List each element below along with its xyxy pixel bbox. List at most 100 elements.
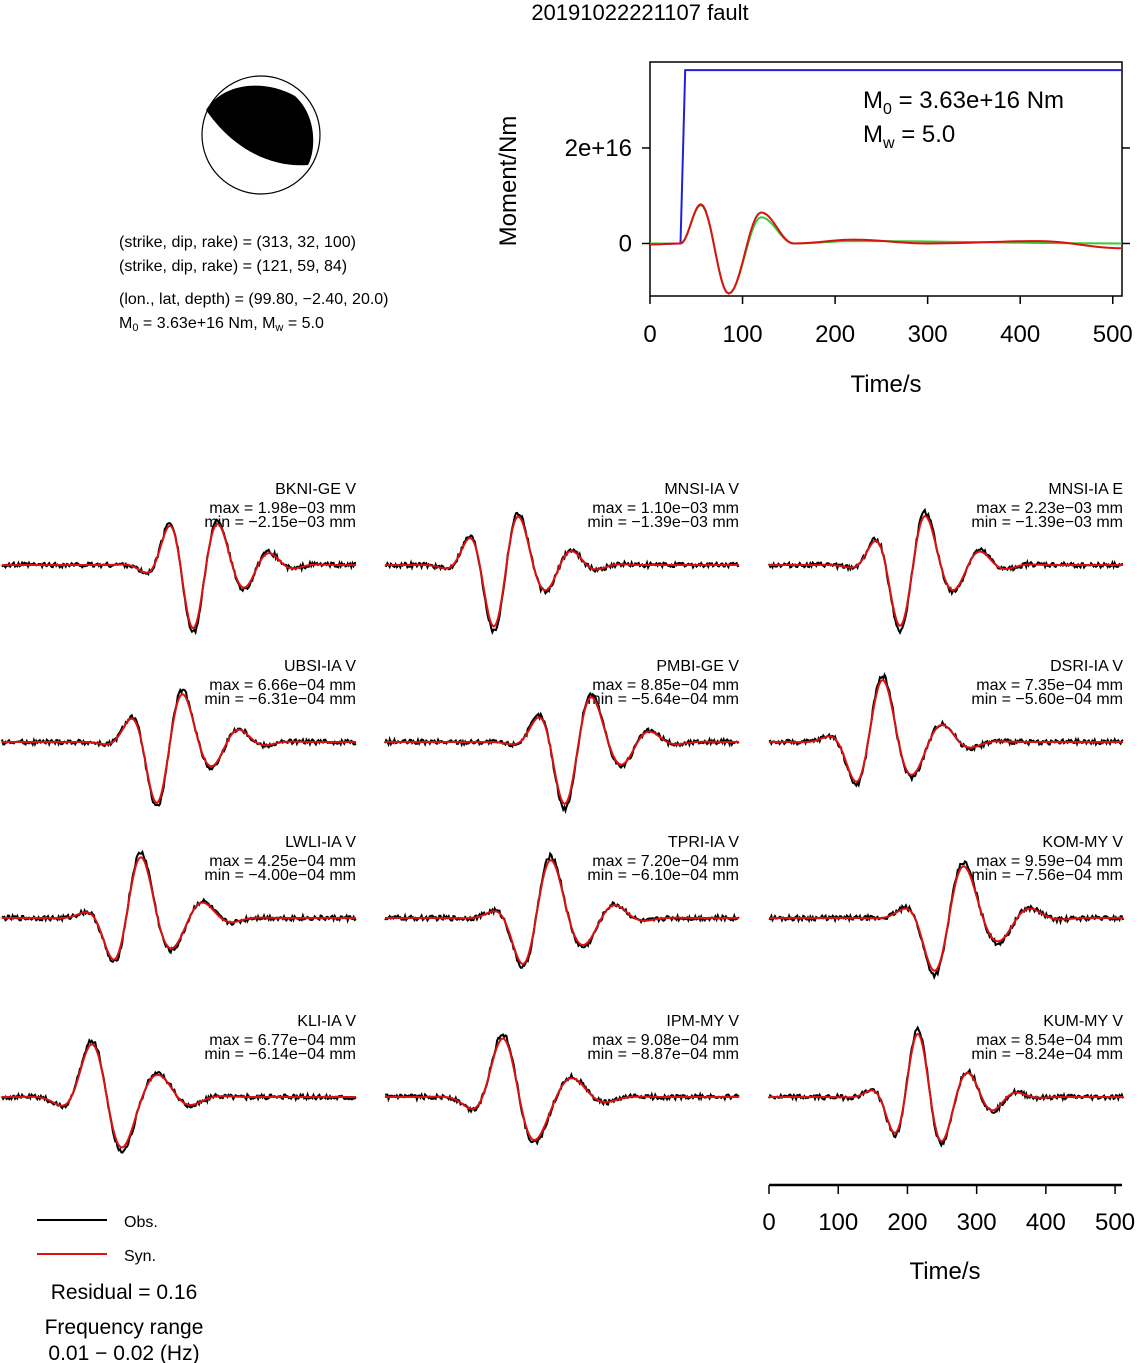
station-label: KLI-IA V	[297, 1013, 356, 1030]
station-max: max = 9.08e−04 mm	[592, 1032, 739, 1049]
legend-obs-label: Obs.	[124, 1214, 158, 1231]
moment-annotation-mw: Mw = 5.0	[863, 121, 955, 152]
station-label: DSRI-IA V	[1050, 658, 1123, 675]
waveform-xtick-label-5: 500	[1095, 1209, 1135, 1236]
syn-trace	[2, 1043, 356, 1149]
station-max: max = 1.98e−03 mm	[209, 500, 356, 517]
moment-annotation-m0: M0 = 3.63e+16 Nm	[863, 87, 1064, 118]
station-label: TPRI-IA V	[668, 834, 739, 851]
station-label: KUM-MY V	[1043, 1013, 1123, 1030]
syn-trace	[769, 679, 1123, 783]
station-max: max = 6.77e−04 mm	[209, 1032, 356, 1049]
moment-xtick-label-4: 400	[1000, 321, 1040, 348]
station-label: MNSI-IA E	[1048, 481, 1123, 498]
legend: Obs. Syn.	[37, 1214, 158, 1265]
station-max: max = 2.23e−03 mm	[976, 500, 1123, 517]
station-min: min = −4.00e−04 mm	[204, 867, 356, 884]
station-max: max = 9.59e−04 mm	[976, 853, 1123, 870]
station-min: min = −8.87e−04 mm	[587, 1046, 739, 1063]
syn-trace	[385, 1037, 739, 1141]
syn-trace	[385, 859, 739, 966]
waveform-time-axis: Time/s 0 100 200 300 400 500	[762, 1183, 1135, 1285]
station-label: IPM-MY V	[666, 1013, 739, 1030]
obs-trace	[1, 687, 357, 807]
syn-trace	[2, 693, 356, 805]
frequency-range-label: Frequency range	[45, 1316, 204, 1339]
moment-xtick-label-5: 500	[1093, 321, 1133, 348]
focal-line-1: (strike, dip, rake) = (313, 32, 100)	[119, 234, 356, 251]
station-label: KOM-MY V	[1042, 834, 1123, 851]
station-min: min = −5.64e−04 mm	[587, 691, 739, 708]
waveform-xtick-label-2: 200	[887, 1209, 927, 1236]
moment-xtick-label-2: 200	[815, 321, 855, 348]
waveform-xtick-label-0: 0	[762, 1209, 775, 1236]
obs-trace	[384, 691, 740, 815]
waveform-xtick-label-1: 100	[818, 1209, 858, 1236]
station-min: min = −1.39e−03 mm	[971, 514, 1123, 531]
station-max: max = 8.85e−04 mm	[592, 677, 739, 694]
moment-xtick-label-1: 100	[723, 321, 763, 348]
legend-syn-label: Syn.	[124, 1248, 156, 1265]
moment-xlabel: Time/s	[850, 371, 921, 398]
station-min: min = −6.31e−04 mm	[204, 691, 356, 708]
station-min: min = −2.15e−03 mm	[204, 514, 356, 531]
moment-ylabel: Moment/Nm	[495, 116, 522, 247]
station-max: max = 4.25e−04 mm	[209, 853, 356, 870]
station-min: min = −8.24e−04 mm	[971, 1046, 1123, 1063]
syn-trace	[385, 515, 739, 628]
moment-series-red	[650, 203, 1123, 295]
focal-line-2: (strike, dip, rake) = (121, 59, 84)	[119, 258, 347, 275]
moment-xtick-label-0: 0	[643, 321, 656, 348]
station-max: max = 6.66e−04 mm	[209, 677, 356, 694]
syn-trace	[769, 865, 1123, 972]
station-max: max = 7.20e−04 mm	[592, 853, 739, 870]
obs-trace	[768, 1025, 1124, 1148]
moment-xtick-label-3: 300	[908, 321, 948, 348]
station-label: BKNI-GE V	[275, 481, 356, 498]
station-max: max = 7.35e−04 mm	[976, 677, 1123, 694]
waveform-xtick-label-3: 300	[957, 1209, 997, 1236]
obs-trace	[1, 518, 357, 636]
station-min: min = −5.60e−04 mm	[971, 691, 1123, 708]
waveform-xtick-label-4: 400	[1026, 1209, 1066, 1236]
page-title: 20191022221107 fault	[531, 0, 748, 25]
waveform-xlabel: Time/s	[909, 1258, 980, 1285]
frequency-range-value: 0.01 − 0.02 (Hz)	[48, 1342, 199, 1363]
station-min: min = −7.56e−04 mm	[971, 867, 1123, 884]
station-min: min = −6.10e−04 mm	[587, 867, 739, 884]
station-max: max = 1.10e−03 mm	[592, 500, 739, 517]
focal-m0-line: M0 = 3.63e+16 Nm, Mw = 5.0	[119, 315, 324, 334]
station-label: UBSI-IA V	[284, 658, 356, 675]
station-label: LWLI-IA V	[285, 834, 356, 851]
syn-trace	[769, 1032, 1123, 1143]
moment-ytick-label-1: 2e+16	[565, 135, 632, 162]
focal-line-3: (lon., lat, depth) = (99.80, −2.40, 20.0…	[119, 291, 389, 308]
station-max: max = 8.54e−04 mm	[976, 1032, 1123, 1049]
focal-mechanism-beachball	[201, 75, 321, 195]
station-label: MNSI-IA V	[664, 481, 739, 498]
moment-chart-frame	[649, 61, 1123, 297]
syn-trace	[2, 856, 356, 961]
moment-ytick-label-0: 0	[619, 230, 632, 257]
station-min: min = −6.14e−04 mm	[204, 1046, 356, 1063]
syn-trace	[769, 515, 1123, 627]
syn-trace	[2, 522, 356, 630]
station-label: PMBI-GE V	[656, 658, 739, 675]
syn-trace	[385, 696, 739, 805]
station-min: min = −1.39e−03 mm	[587, 514, 739, 531]
